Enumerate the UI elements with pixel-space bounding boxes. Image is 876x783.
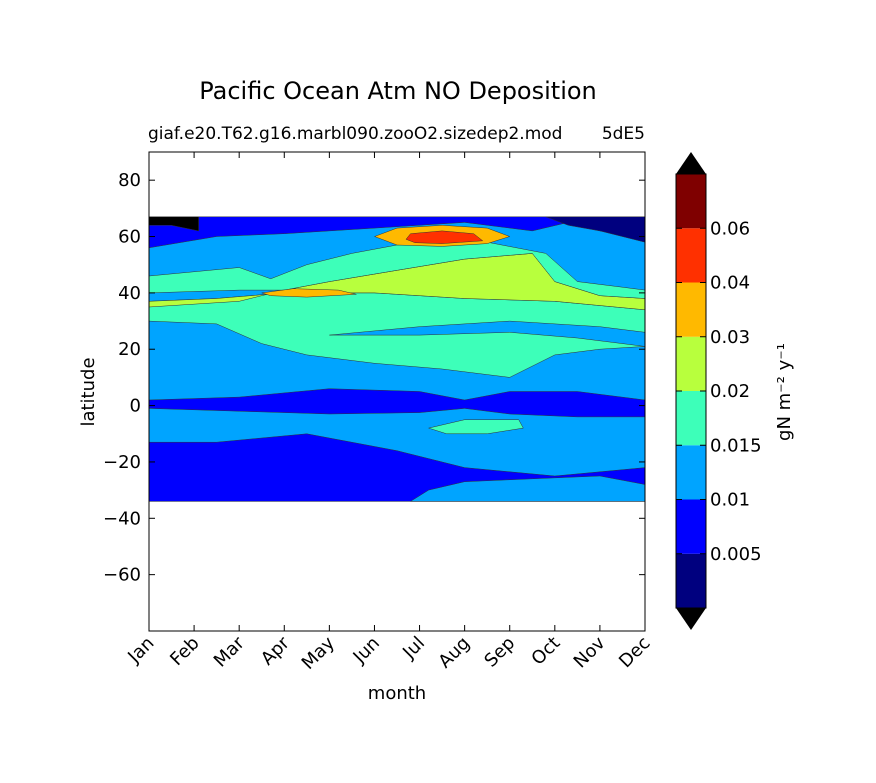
x-tick-label: Sep: [480, 633, 519, 672]
contour-north-corner-dark: [545, 216, 646, 243]
colorbar-tick-label: 0.03: [710, 327, 750, 348]
contour-red-blob-north: [405, 230, 484, 244]
contour-yellow-blob-west: [261, 288, 357, 298]
colorbar-extend-under: [676, 608, 706, 630]
colorbar-swatch: [676, 282, 706, 337]
colorbar-label: gN m⁻² y⁻¹: [774, 343, 795, 441]
y-tick-label: −60: [103, 565, 141, 586]
y-tick-label: −20: [103, 452, 141, 473]
colorbar-tick-label: 0.06: [710, 218, 750, 239]
contour-equatorial-green-patch: [427, 419, 524, 435]
x-tick-label: Nov: [570, 632, 610, 672]
y-tick-label: 20: [118, 339, 141, 360]
x-tick-label: Jan: [123, 633, 158, 668]
colorbar-swatch: [676, 553, 706, 608]
colorbar-swatch: [676, 445, 706, 500]
colorbar-tick-label: 0.01: [710, 490, 750, 511]
y-tick-label: 60: [118, 227, 141, 248]
y-tick-label: 0: [130, 396, 141, 417]
plot-area: [148, 151, 646, 632]
colorbar-extend-over: [676, 152, 706, 174]
x-tick-label: Aug: [434, 633, 474, 673]
x-tick-label: Dec: [615, 633, 654, 672]
plot-frame: [148, 151, 646, 632]
x-tick-label: Feb: [166, 633, 203, 670]
chart-title: Pacific Ocean Atm NO Deposition: [199, 77, 597, 105]
contour-deep-south-corner: [409, 475, 646, 502]
x-tick-label: May: [298, 632, 339, 673]
y-axis: 80 60 40 20 0 −20 −40 −60: [103, 170, 645, 586]
x-tick-label: Mar: [210, 632, 249, 671]
contour-layer: [148, 216, 646, 502]
x-tick-label: Apr: [257, 632, 294, 669]
y-axis-label: latitude: [78, 357, 99, 426]
colorbar: 0.005 0.01 0.015 0.02 0.03 0.04 0.06: [675, 152, 762, 630]
colorbar-swatch: [676, 174, 706, 229]
x-axis-label: month: [368, 683, 426, 704]
chart-subtitle: giaf.e20.T62.g16.marbl090.zooO2.sizedep2…: [148, 124, 562, 144]
y-tick-label: 40: [118, 283, 141, 304]
x-tick-label: Jun: [349, 633, 384, 668]
y-tick-label: −40: [103, 508, 141, 529]
colorbar-swatch: [676, 336, 706, 391]
x-tick-label: Oct: [527, 633, 564, 670]
colorbar-tick-label: 0.02: [710, 381, 750, 402]
colorbar-swatch: [676, 391, 706, 446]
colorbar-tick-label: 0.005: [710, 544, 762, 565]
colorbar-tick-label: 0.015: [710, 435, 762, 456]
colorbar-tick-label: 0.04: [710, 273, 750, 294]
colorbar-swatch: [676, 228, 706, 283]
chart-subtitle-right: 5dE5: [602, 124, 645, 144]
x-tick-label: Jul: [398, 633, 429, 664]
colorbar-swatch: [676, 499, 706, 554]
y-tick-label: 80: [118, 170, 141, 191]
